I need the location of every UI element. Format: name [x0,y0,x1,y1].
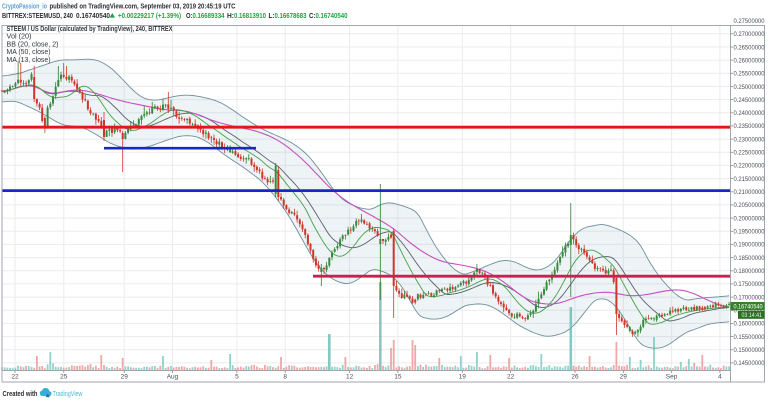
svg-text:5: 5 [235,374,239,381]
svg-text:0.25500000: 0.25500000 [734,71,765,78]
svg-text:03:14:41: 03:14:41 [742,312,763,319]
svg-text:15: 15 [394,374,402,381]
svg-text:+0.00229217 (+1.39%): +0.00229217 (+1.39%) [118,13,181,20]
svg-text:0.27500000: 0.27500000 [734,18,765,25]
svg-text:12: 12 [346,374,354,381]
svg-text:0.18500000: 0.18500000 [734,255,765,262]
svg-text:22: 22 [507,374,515,381]
svg-text:0.14500000: 0.14500000 [734,360,765,367]
svg-text:0.20000000: 0.20000000 [734,215,765,222]
svg-text:0.17000000: 0.17000000 [734,294,765,301]
svg-text:0.19000000: 0.19000000 [734,242,765,249]
svg-text:Aug: Aug [167,374,179,381]
svg-text:MA (13, close): MA (13, close) [7,57,51,64]
svg-text:0.20500000: 0.20500000 [734,202,765,209]
svg-text:0.15000000: 0.15000000 [734,347,765,354]
svg-text:0.16689334: 0.16689334 [193,13,225,20]
svg-text:0.22000000: 0.22000000 [734,163,765,170]
svg-text:0.16000000: 0.16000000 [734,321,765,328]
svg-text:STEEM / US Dollar (calculated: STEEM / US Dollar (calculated by Trading… [7,26,173,33]
svg-text:0.22500000: 0.22500000 [734,150,765,157]
svg-text:29: 29 [121,374,129,381]
svg-text:19: 19 [459,374,467,381]
svg-text:Created with: Created with [3,391,38,398]
svg-text:BITTREX:STEEMUSD, 240: BITTREX:STEEMUSD, 240 [2,13,73,20]
svg-text:L:: L: [269,13,275,20]
svg-text:0.15500000: 0.15500000 [734,334,765,341]
svg-text:O:: O: [186,13,193,20]
svg-text:BB (20, close, 2): BB (20, close, 2) [7,41,59,48]
svg-text:0.24000000: 0.24000000 [734,110,765,117]
svg-text:0.26000000: 0.26000000 [734,57,765,64]
svg-text:26: 26 [571,374,579,381]
svg-text:0.23500000: 0.23500000 [734,123,765,130]
svg-text:8: 8 [283,374,287,381]
svg-text:0.18000000: 0.18000000 [734,268,765,275]
svg-text:0.27000000: 0.27000000 [734,31,765,38]
svg-text:0.16678683: 0.16678683 [275,13,307,20]
svg-text:0.25000000: 0.25000000 [734,84,765,91]
svg-text:0.21500000: 0.21500000 [734,176,765,183]
svg-text:0.16740540: 0.16740540 [316,13,348,20]
svg-text:0.16740540: 0.16740540 [76,13,110,20]
svg-text:0.16740540: 0.16740540 [734,304,763,311]
svg-text:25: 25 [60,374,68,381]
svg-text:CryptoPassion_io: CryptoPassion_io [2,3,47,10]
svg-text:0.26500000: 0.26500000 [734,44,765,51]
svg-text:4: 4 [718,374,722,381]
svg-text:TradingView: TradingView [53,391,84,398]
svg-text:0.24500000: 0.24500000 [734,97,765,104]
svg-text:0.19500000: 0.19500000 [734,229,765,236]
svg-text:0.16813910: 0.16813910 [234,13,266,20]
svg-text:0.23000000: 0.23000000 [734,136,765,143]
svg-text:MA (50, close): MA (50, close) [7,49,51,56]
svg-text:29: 29 [620,374,628,381]
svg-text:Sep: Sep [666,374,678,381]
svg-text:Vol (20): Vol (20) [7,34,32,41]
svg-text:C:: C: [309,13,316,20]
svg-text:H:: H: [227,13,234,20]
svg-text:published on TradingView.com,: published on TradingView.com, September … [50,3,236,10]
svg-text:0.21000000: 0.21000000 [734,189,765,196]
svg-text:0.17500000: 0.17500000 [734,281,765,288]
svg-text:22: 22 [11,374,19,381]
